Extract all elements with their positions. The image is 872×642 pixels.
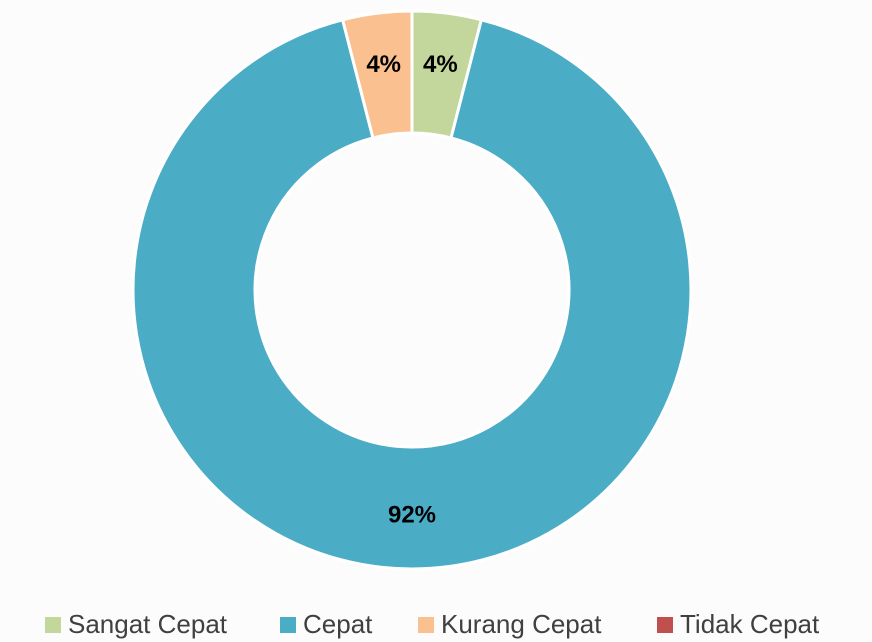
value-label: 92% (388, 501, 436, 528)
legend-label: Sangat Cepat (68, 609, 228, 639)
legend-label: Tidak Cepat (680, 609, 820, 639)
legend-swatch (45, 617, 61, 633)
legend-label: Kurang Cepat (441, 609, 602, 639)
legend-swatch (657, 617, 673, 633)
value-label: 4% (423, 51, 458, 78)
legend-swatch (418, 617, 434, 633)
legend-swatch (280, 617, 296, 633)
donut-slice (340, 9, 414, 140)
donut-slice (131, 17, 693, 571)
value-label: 4% (366, 51, 401, 78)
legend-label: Cepat (303, 609, 373, 639)
